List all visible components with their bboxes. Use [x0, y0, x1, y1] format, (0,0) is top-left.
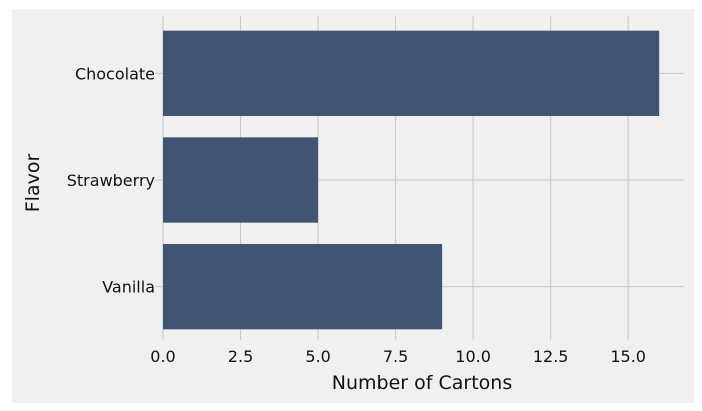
- x-tick-label: 5.0: [305, 347, 330, 366]
- x-axis-label: Number of Cartons: [332, 372, 512, 394]
- bar-vanilla: [163, 244, 443, 330]
- x-tick-label: 12.5: [533, 347, 569, 366]
- y-tick-label: Vanilla: [102, 278, 155, 297]
- bars: [163, 30, 660, 330]
- y-tick-labels: Chocolate Strawberry Vanilla: [67, 64, 155, 296]
- x-tick-label: 10.0: [455, 347, 491, 366]
- x-tick-label: 0.0: [150, 347, 175, 366]
- bar-chocolate: [163, 30, 660, 117]
- y-axis-label: Flavor: [22, 154, 44, 213]
- y-tick-label: Strawberry: [67, 171, 155, 190]
- x-tick-label: 7.5: [383, 347, 408, 366]
- x-tick-label: 15.0: [610, 347, 646, 366]
- x-tick-label: 2.5: [228, 347, 253, 366]
- bar-strawberry: [163, 137, 319, 223]
- y-tick-label: Chocolate: [75, 64, 155, 83]
- x-tick-labels: 0.0 2.5 5.0 7.5 10.0 12.5 15.0: [150, 347, 646, 366]
